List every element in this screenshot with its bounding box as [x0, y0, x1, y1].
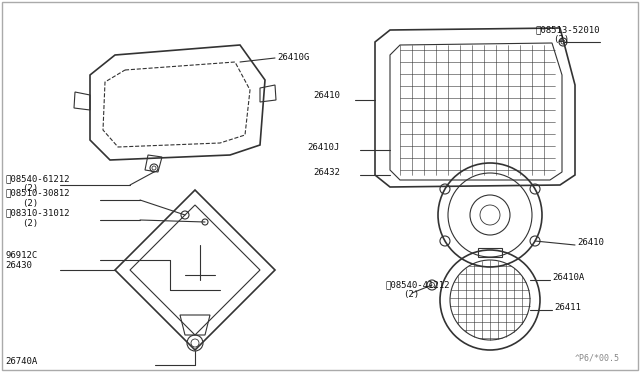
- Text: 倅08540-41212: 倅08540-41212: [385, 280, 449, 289]
- Text: 26410: 26410: [577, 237, 604, 247]
- Text: 26432: 26432: [313, 167, 340, 176]
- Text: 96912C: 96912C: [5, 251, 37, 260]
- Text: (2): (2): [553, 35, 569, 44]
- Text: 倅08310-31012: 倅08310-31012: [5, 208, 70, 218]
- Text: (2): (2): [403, 291, 419, 299]
- Text: ^P6/*00.5: ^P6/*00.5: [575, 353, 620, 362]
- Text: 26740A: 26740A: [5, 357, 37, 366]
- Text: 倅08510-30812: 倅08510-30812: [5, 189, 70, 198]
- Text: 26410A: 26410A: [552, 273, 584, 282]
- Text: 倅08513-52010: 倅08513-52010: [535, 26, 600, 35]
- Text: (2): (2): [22, 218, 38, 228]
- Text: 26410G: 26410G: [277, 52, 309, 61]
- Text: 倅08540-61212: 倅08540-61212: [5, 174, 70, 183]
- Text: (2): (2): [22, 199, 38, 208]
- Text: (2): (2): [22, 183, 38, 192]
- Text: 26430: 26430: [5, 262, 32, 270]
- Text: 26410J: 26410J: [308, 142, 340, 151]
- Text: 26410: 26410: [313, 90, 340, 99]
- Text: 26411: 26411: [554, 302, 581, 311]
